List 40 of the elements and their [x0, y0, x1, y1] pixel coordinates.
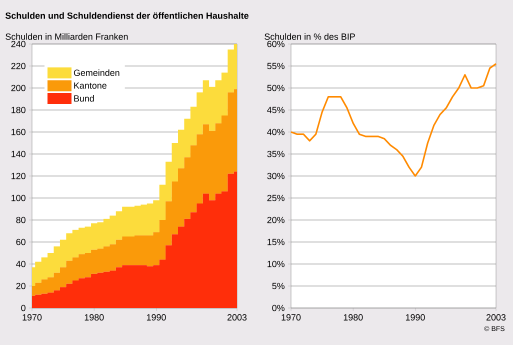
y-tick-label: 20: [16, 282, 26, 290]
y-tick-label: 80: [16, 216, 26, 224]
legend-label: Bund: [74, 95, 94, 102]
y-tick-label: 55%: [267, 62, 285, 70]
legend-label: Gemeinden: [74, 69, 120, 76]
y-tick-label: 0%: [272, 304, 285, 312]
y-tick-label: 140: [12, 150, 26, 158]
y-tick-label: 30%: [267, 172, 285, 180]
legend-label: Kantone: [74, 82, 106, 89]
y-tick-label: 220: [11, 62, 26, 70]
y-tick-label: 40: [16, 260, 26, 268]
x-tick-label: 1980: [84, 314, 104, 321]
chart-title: Schulden und Schuldendienst der öffentlichen Haushalte: [5, 12, 249, 19]
y-tick-label: 0: [21, 304, 26, 312]
y-tick-label: 240: [11, 40, 26, 48]
y-axis-title: Schulden in % des BIP: [264, 33, 355, 40]
x-tick-label: 1990: [146, 314, 166, 321]
y-tick-label: 60%: [267, 40, 285, 48]
y-tick-label: 200: [11, 84, 26, 92]
x-tick-label: 1970: [282, 314, 301, 321]
y-tick-label: 15%: [268, 238, 285, 246]
y-tick-label: 10%: [268, 260, 285, 268]
y-tick-label: 45%: [267, 106, 285, 114]
x-tick-label: 1970: [22, 314, 42, 321]
y-tick-label: 120: [12, 172, 26, 180]
y-tick-label: 5%: [272, 282, 285, 290]
x-tick-label: 2003: [486, 314, 506, 321]
x-tick-label: 1990: [406, 314, 425, 321]
y-tick-label: 50%: [267, 84, 285, 92]
y-tick-label: 40%: [267, 128, 285, 136]
x-tick-label: 2003: [227, 314, 247, 321]
y-tick-label: 35%: [267, 150, 285, 158]
y-tick-label: 20%: [267, 216, 285, 224]
y-axis-title: Schulden in Milliarden Franken: [6, 33, 128, 40]
x-tick-label: 1980: [344, 314, 363, 321]
y-tick-label: 160: [12, 128, 26, 136]
y-tick-label: 180: [12, 106, 26, 114]
y-tick-label: 60: [16, 238, 26, 246]
y-tick-label: 25%: [267, 194, 285, 202]
y-tick-label: 100: [12, 194, 26, 202]
